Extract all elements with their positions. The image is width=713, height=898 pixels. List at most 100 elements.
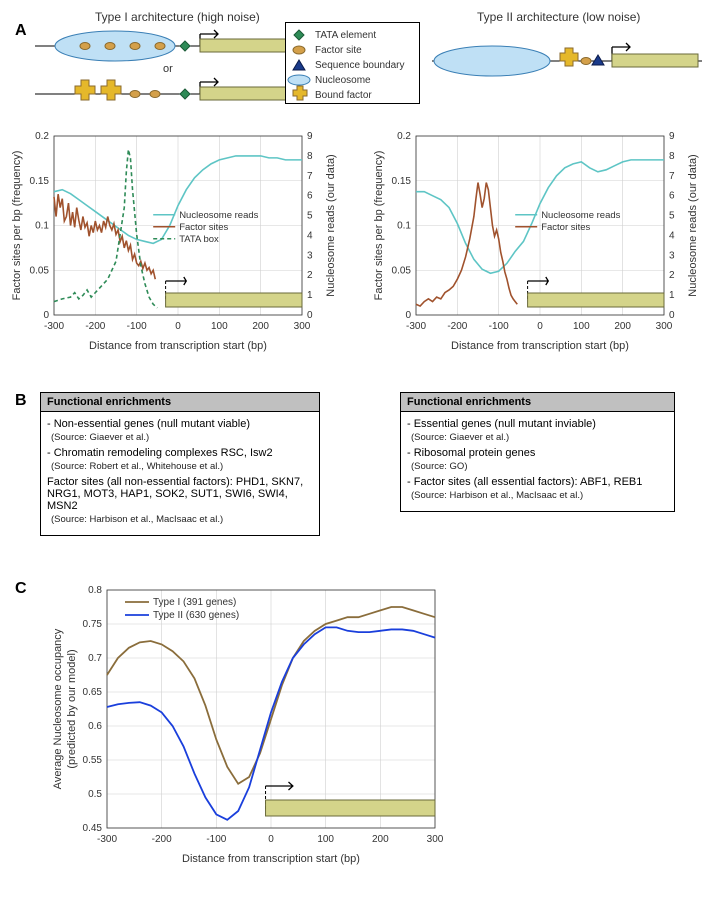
func-source: (Source: Robert et al., Whitehouse et al… bbox=[51, 461, 313, 472]
chart-c: -300-200-10001002003000.450.50.550.60.65… bbox=[45, 580, 445, 870]
svg-text:0: 0 bbox=[307, 310, 313, 321]
svg-text:Factor site: Factor site bbox=[315, 45, 362, 56]
svg-text:3: 3 bbox=[669, 250, 675, 261]
svg-text:2: 2 bbox=[307, 270, 313, 281]
svg-text:Nucleosome reads: Nucleosome reads bbox=[179, 210, 258, 221]
svg-text:0.7: 0.7 bbox=[88, 653, 102, 664]
svg-text:300: 300 bbox=[294, 321, 311, 332]
svg-text:3: 3 bbox=[307, 250, 313, 261]
func-item: - Factor sites (all essential factors): … bbox=[407, 476, 668, 488]
svg-text:9: 9 bbox=[669, 131, 675, 142]
or-text: or bbox=[163, 63, 173, 75]
svg-text:9: 9 bbox=[307, 131, 313, 142]
svg-text:5: 5 bbox=[307, 211, 313, 222]
func-item: - Chromatin remodeling complexes RSC, Is… bbox=[47, 447, 313, 459]
svg-text:0.75: 0.75 bbox=[83, 619, 103, 630]
svg-text:Nucleosome reads (our data): Nucleosome reads (our data) bbox=[687, 154, 699, 296]
func-source: (Source: GO) bbox=[411, 461, 668, 472]
svg-text:0: 0 bbox=[669, 310, 675, 321]
svg-text:200: 200 bbox=[372, 834, 389, 845]
func-box-left-title: Functional enrichments bbox=[41, 393, 319, 412]
func-box-left: Functional enrichments - Non-essential g… bbox=[40, 392, 320, 536]
svg-text:0.05: 0.05 bbox=[392, 265, 412, 276]
func-source: (Source: Harbison et al., MacIsaac et al… bbox=[411, 490, 668, 501]
svg-text:0: 0 bbox=[268, 834, 274, 845]
svg-text:100: 100 bbox=[317, 834, 334, 845]
func-box-right: Functional enrichments - Essential genes… bbox=[400, 392, 675, 512]
diagram-legend: TATA element Factor site Sequence bounda… bbox=[285, 22, 420, 104]
svg-text:-100: -100 bbox=[127, 321, 147, 332]
svg-text:-200: -200 bbox=[85, 321, 105, 332]
svg-text:Sequence boundary: Sequence boundary bbox=[315, 60, 405, 71]
chart-a-left: -300-200-100010020030000.050.10.150.2012… bbox=[8, 130, 338, 355]
chart-a-right: -300-200-100010020030000.050.10.150.2012… bbox=[370, 130, 700, 355]
func-item: - Ribosomal protein genes bbox=[407, 447, 668, 459]
panel-c-label: C bbox=[15, 580, 27, 598]
svg-text:7: 7 bbox=[307, 171, 313, 182]
svg-text:200: 200 bbox=[252, 321, 269, 332]
svg-text:0.65: 0.65 bbox=[83, 687, 103, 698]
svg-text:-300: -300 bbox=[406, 321, 426, 332]
svg-text:300: 300 bbox=[656, 321, 673, 332]
svg-text:0.45: 0.45 bbox=[83, 823, 103, 834]
svg-text:6: 6 bbox=[669, 191, 675, 202]
func-source: (Source: Harbison et al., MacIsaac et al… bbox=[51, 514, 313, 525]
svg-text:TATA box: TATA box bbox=[179, 234, 219, 245]
panel-a-label: A bbox=[15, 22, 27, 40]
svg-text:Distance from transcription st: Distance from transcription start (bp) bbox=[182, 853, 360, 865]
func-item: Factor sites (all non-essential factors)… bbox=[47, 476, 313, 512]
svg-text:8: 8 bbox=[307, 151, 313, 162]
svg-text:Bound factor: Bound factor bbox=[315, 90, 372, 101]
svg-text:300: 300 bbox=[427, 834, 444, 845]
svg-text:0.2: 0.2 bbox=[35, 131, 49, 142]
svg-text:0.1: 0.1 bbox=[397, 221, 411, 232]
svg-text:1: 1 bbox=[669, 290, 675, 301]
svg-text:0.15: 0.15 bbox=[30, 176, 50, 187]
svg-text:-300: -300 bbox=[44, 321, 64, 332]
svg-text:6: 6 bbox=[307, 191, 313, 202]
svg-text:0: 0 bbox=[405, 310, 411, 321]
svg-text:TATA element: TATA element bbox=[315, 30, 376, 41]
svg-text:(predicted by our model): (predicted by our model) bbox=[66, 649, 78, 768]
svg-text:Distance from transcription st: Distance from transcription start (bp) bbox=[451, 340, 629, 352]
svg-text:0.6: 0.6 bbox=[88, 721, 102, 732]
svg-text:-200: -200 bbox=[152, 834, 172, 845]
svg-text:1: 1 bbox=[307, 290, 313, 301]
func-item: - Non-essential genes (null mutant viabl… bbox=[47, 418, 313, 430]
svg-text:Factor sites: Factor sites bbox=[541, 222, 590, 233]
svg-text:-200: -200 bbox=[447, 321, 467, 332]
svg-text:-100: -100 bbox=[489, 321, 509, 332]
svg-text:100: 100 bbox=[211, 321, 228, 332]
svg-text:Nucleosome reads (our data): Nucleosome reads (our data) bbox=[325, 154, 337, 296]
svg-text:Type II (630 genes): Type II (630 genes) bbox=[153, 610, 239, 621]
func-box-right-title: Functional enrichments bbox=[401, 393, 674, 412]
func-source: (Source: Giaever et al.) bbox=[51, 432, 313, 443]
svg-text:200: 200 bbox=[614, 321, 631, 332]
svg-text:-300: -300 bbox=[97, 834, 117, 845]
svg-text:-100: -100 bbox=[206, 834, 226, 845]
svg-text:Nucleosome reads: Nucleosome reads bbox=[541, 210, 620, 221]
svg-text:Type I (391 genes): Type I (391 genes) bbox=[153, 597, 236, 608]
svg-text:4: 4 bbox=[307, 230, 313, 241]
svg-text:Factor sites: Factor sites bbox=[179, 222, 228, 233]
svg-text:0.15: 0.15 bbox=[392, 176, 412, 187]
type-ii-diagram bbox=[432, 35, 702, 90]
svg-text:0.2: 0.2 bbox=[397, 131, 411, 142]
svg-text:Factor sites per bp (frequency: Factor sites per bp (frequency) bbox=[11, 151, 23, 301]
svg-text:Distance from transcription st: Distance from transcription start (bp) bbox=[89, 340, 267, 352]
svg-text:7: 7 bbox=[669, 171, 675, 182]
func-item: - Essential genes (null mutant inviable) bbox=[407, 418, 668, 430]
svg-text:0.1: 0.1 bbox=[35, 221, 49, 232]
svg-text:0: 0 bbox=[537, 321, 543, 332]
svg-text:Nucleosome: Nucleosome bbox=[315, 75, 371, 86]
type-i-diagram: or bbox=[35, 24, 290, 119]
svg-text:5: 5 bbox=[669, 211, 675, 222]
svg-text:Factor sites per bp (frequency: Factor sites per bp (frequency) bbox=[373, 151, 385, 301]
svg-text:2: 2 bbox=[669, 270, 675, 281]
svg-text:0.05: 0.05 bbox=[30, 265, 50, 276]
panel-b-label: B bbox=[15, 392, 27, 410]
svg-text:0.5: 0.5 bbox=[88, 789, 102, 800]
type-ii-title: Type II architecture (low noise) bbox=[477, 10, 640, 24]
func-source: (Source: Giaever et al.) bbox=[411, 432, 668, 443]
type-i-title: Type I architecture (high noise) bbox=[95, 10, 260, 24]
